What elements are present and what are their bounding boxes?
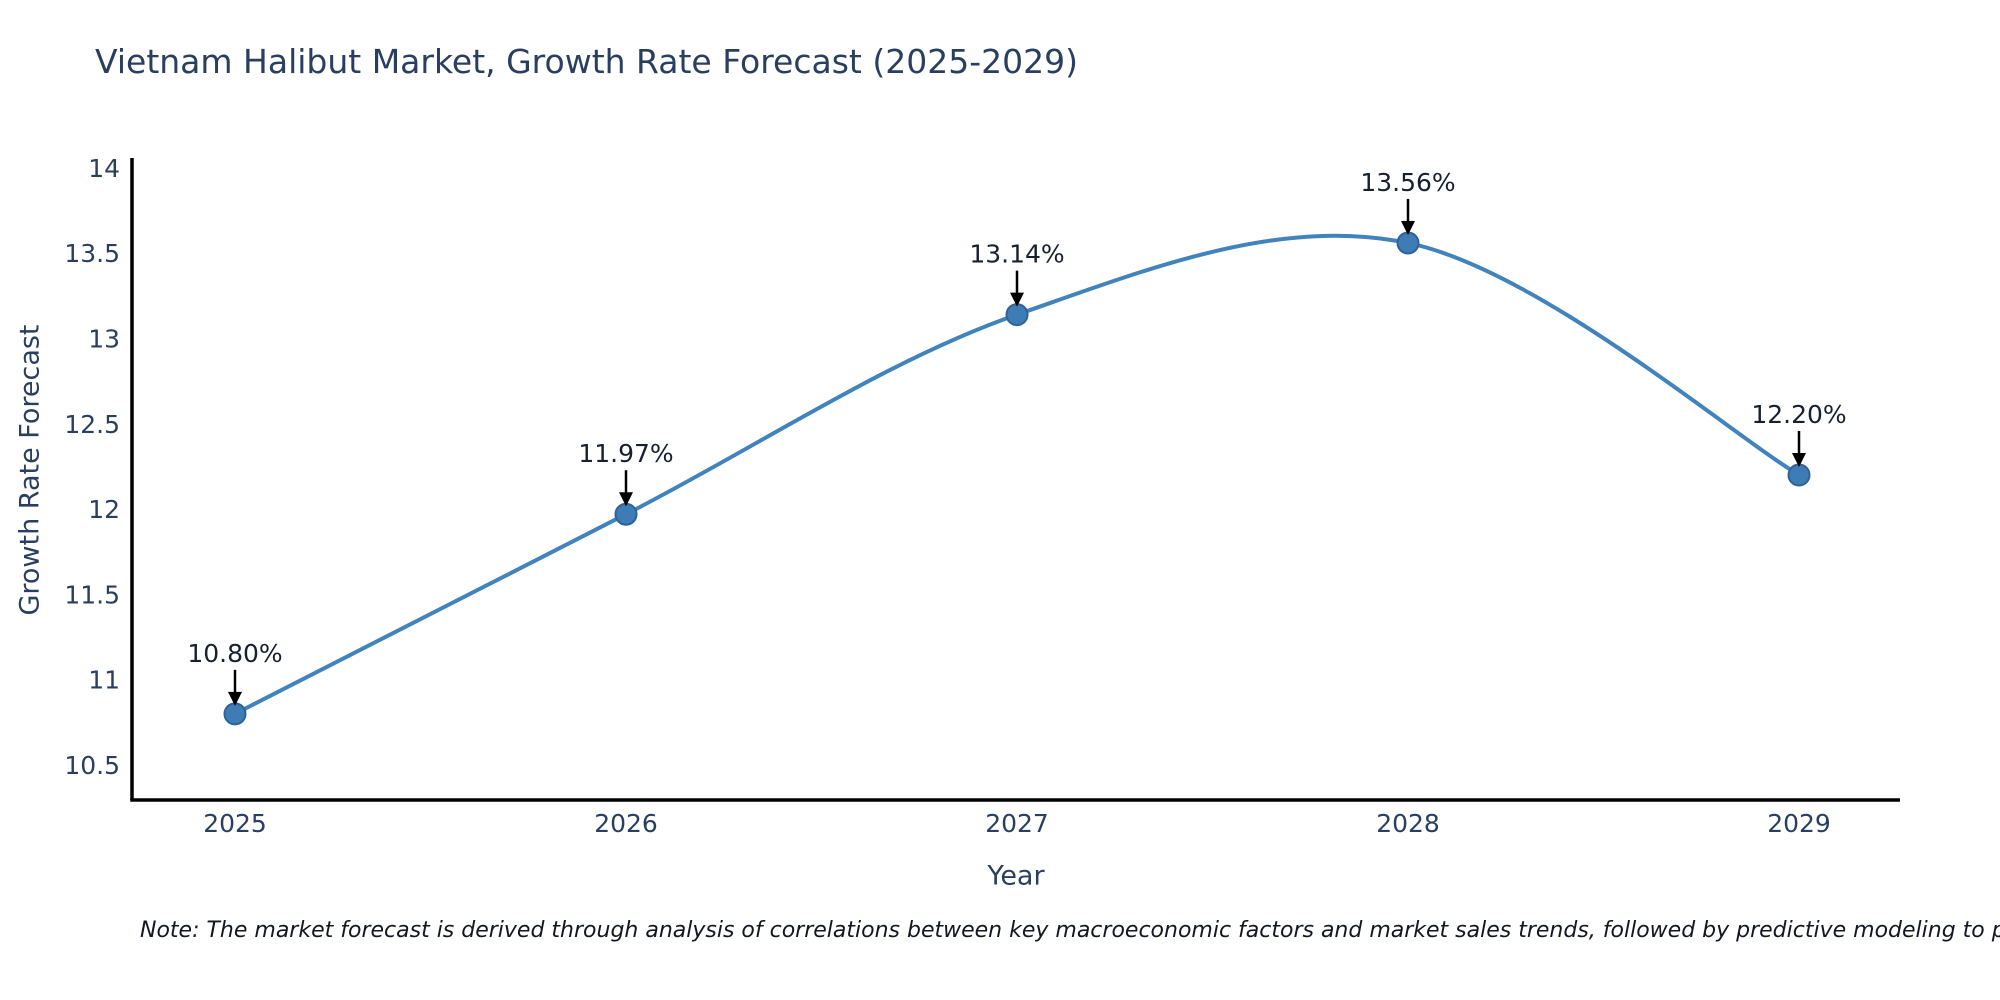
y-axis-title: Growth Rate Forecast bbox=[14, 324, 46, 616]
annotation-arrow-head bbox=[1401, 220, 1415, 235]
data-label: 13.56% bbox=[1360, 168, 1455, 197]
annotation-arrow-head bbox=[1792, 452, 1806, 467]
annotation-arrow-head bbox=[228, 691, 242, 706]
y-tick-label: 13 bbox=[88, 325, 120, 354]
data-point-2025 bbox=[223, 702, 247, 726]
data-point-2028 bbox=[1396, 231, 1420, 255]
y-tick-label: 12.5 bbox=[64, 410, 120, 439]
footnote: Note: The market forecast is derived thr… bbox=[140, 918, 2000, 943]
y-tick-label: 12 bbox=[88, 495, 120, 524]
annotation-arrow-head bbox=[1010, 292, 1024, 307]
data-label: 10.80% bbox=[187, 639, 282, 668]
y-tick-label: 14 bbox=[88, 154, 120, 183]
y-tick-label: 10.5 bbox=[64, 751, 120, 780]
data-point-2029 bbox=[1787, 463, 1811, 487]
x-axis-title: Year bbox=[987, 860, 1045, 892]
x-tick-label: 2027 bbox=[985, 809, 1049, 838]
x-tick-label: 2029 bbox=[1767, 809, 1831, 838]
data-point-2026 bbox=[614, 502, 638, 526]
data-point-2027 bbox=[1005, 303, 1029, 327]
data-label: 11.97% bbox=[578, 439, 673, 468]
data-label: 12.20% bbox=[1751, 400, 1846, 429]
x-tick-label: 2025 bbox=[203, 809, 267, 838]
y-tick-label: 11.5 bbox=[64, 580, 120, 609]
y-tick-label: 11 bbox=[88, 666, 120, 695]
x-tick-label: 2026 bbox=[594, 809, 658, 838]
y-tick-label: 13.5 bbox=[64, 239, 120, 268]
x-tick-label: 2028 bbox=[1376, 809, 1440, 838]
data-label: 13.14% bbox=[969, 240, 1064, 269]
chart-title: Vietnam Halibut Market, Growth Rate Fore… bbox=[95, 42, 1078, 81]
annotation-arrow-head bbox=[619, 492, 633, 507]
